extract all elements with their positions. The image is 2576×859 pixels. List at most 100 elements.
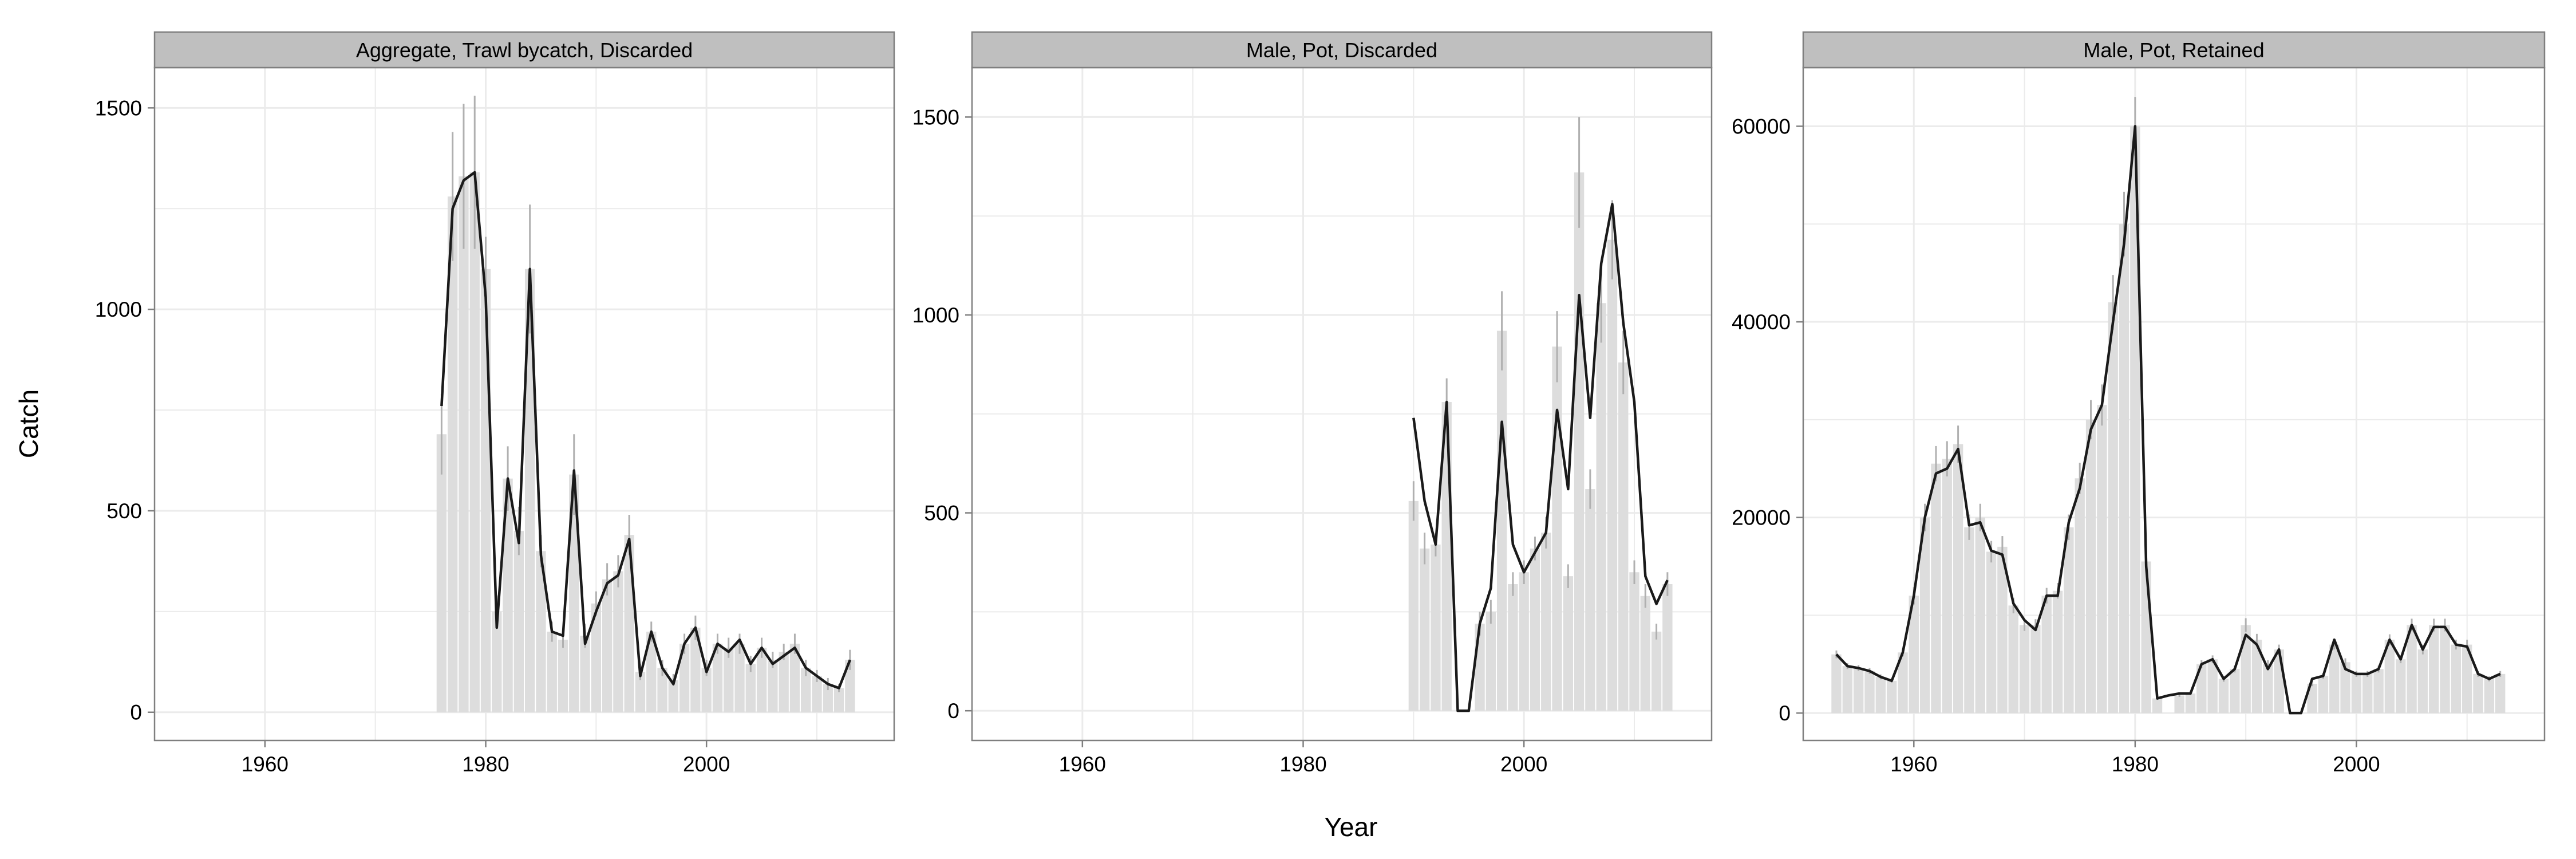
observed-bar xyxy=(2019,625,2030,714)
observed-bar xyxy=(845,660,855,712)
observed-bar xyxy=(602,579,613,712)
facet-strip-title: Aggregate, Trawl bycatch, Discarded xyxy=(356,38,693,62)
observed-bar xyxy=(2041,596,2052,714)
observed-bar xyxy=(459,176,469,712)
observed-bar xyxy=(536,551,546,712)
observed-bar xyxy=(701,668,712,712)
observed-bar xyxy=(2307,683,2317,714)
observed-bar xyxy=(2451,644,2462,714)
observed-bar xyxy=(1596,303,1606,711)
observed-bar xyxy=(1997,546,2008,714)
y-tick-label: 500 xyxy=(924,502,959,525)
y-axis-title: Catch xyxy=(14,389,44,458)
observed-bar xyxy=(2263,664,2273,714)
observed-bar xyxy=(2318,676,2329,714)
observed-bar xyxy=(1618,362,1629,711)
predicted-line xyxy=(1835,125,2501,715)
observed-bar xyxy=(1640,596,1650,711)
observed-bar xyxy=(1541,533,1551,711)
observed-bar xyxy=(1853,668,1864,714)
facet-strip xyxy=(971,31,1713,69)
observed-bar xyxy=(2207,659,2218,714)
observed-bar xyxy=(1496,330,1507,711)
observed-bar xyxy=(1931,463,1941,714)
observed-bar xyxy=(2373,669,2384,714)
observed-bar xyxy=(492,611,502,712)
y-tick-label: 20000 xyxy=(1732,506,1791,530)
observed-bar xyxy=(1552,346,1562,711)
observed-bar xyxy=(1651,631,1662,711)
observed-bar xyxy=(833,688,844,712)
observed-bar xyxy=(2351,673,2362,714)
observed-bar xyxy=(613,571,623,712)
observed-bar xyxy=(745,664,756,712)
observed-bar xyxy=(569,474,579,712)
observed-bar xyxy=(2218,679,2229,714)
observed-bar xyxy=(2064,527,2074,714)
facet-panel-3: Male, Pot, Retained 0 20000 40000 60000 1960 1… xyxy=(1732,31,2546,776)
y-tick-label: 0 xyxy=(1779,702,1791,725)
facet-panels: Aggregate, Trawl bycatch, Discarded 0 500 1… xyxy=(95,31,2546,776)
x-tick-label: 2000 xyxy=(1500,752,1547,776)
observed-bar xyxy=(1942,459,1952,714)
observed-bar xyxy=(547,632,557,712)
observed-bar xyxy=(734,644,745,712)
observed-bar xyxy=(1986,551,1997,714)
x-tick-label: 1960 xyxy=(1890,752,1937,776)
observed-bar xyxy=(2119,224,2129,714)
observed-bar xyxy=(2407,625,2417,714)
observed-bar xyxy=(2241,625,2251,714)
predicted-line xyxy=(1412,203,1669,712)
observed-bar xyxy=(801,668,811,712)
observed-bar xyxy=(1607,239,1618,711)
observed-bar xyxy=(2396,659,2406,714)
observed-bar xyxy=(624,535,634,712)
y-tick-label: 1500 xyxy=(95,96,142,120)
observed-bar xyxy=(2030,625,2041,714)
observed-bar xyxy=(1964,527,1974,714)
x-tick-label: 1960 xyxy=(242,752,289,776)
observed-bar xyxy=(2473,673,2483,714)
observed-bar xyxy=(2440,625,2450,714)
observed-bar xyxy=(1519,572,1529,711)
x-tick-label: 1980 xyxy=(462,752,509,776)
observed-bar xyxy=(1919,517,1930,714)
facet-strip-title: Male, Pot, Discarded xyxy=(1246,38,1437,62)
y-tick-label: 500 xyxy=(106,499,142,523)
observed-bar xyxy=(580,636,590,712)
observed-bar xyxy=(2230,669,2240,714)
observed-bar xyxy=(1431,544,1441,711)
x-tick-label: 1960 xyxy=(1059,752,1106,776)
y-tick-label: 60000 xyxy=(1732,115,1791,138)
observed-bar xyxy=(2196,664,2207,714)
observed-bar xyxy=(1475,624,1485,711)
facet-strip-title: Male, Pot, Retained xyxy=(2083,38,2264,62)
observed-bar xyxy=(679,644,690,712)
observed-bar xyxy=(2085,419,2096,714)
observed-bar xyxy=(2462,644,2472,714)
facet-panel-2: Male, Pot, Discarded 0 500 1000 1500 1960 1980… xyxy=(912,31,1713,776)
observed-bar xyxy=(2108,302,2118,714)
observed-bar xyxy=(2340,662,2350,714)
observed-bar xyxy=(657,668,667,712)
observed-bar xyxy=(436,434,447,712)
observed-bar xyxy=(1629,572,1639,711)
observed-bar xyxy=(635,672,646,712)
observed-bar xyxy=(1831,654,1842,714)
observed-bar xyxy=(524,269,535,712)
observed-bar xyxy=(1508,584,1518,711)
observed-bar xyxy=(1662,584,1673,711)
observed-bar xyxy=(2008,605,2018,714)
observed-bar xyxy=(447,196,458,712)
observed-bar xyxy=(2495,673,2506,714)
observed-bar xyxy=(668,680,679,712)
observed-bar xyxy=(1953,444,1963,714)
observed-bar xyxy=(2141,561,2151,714)
observed-bar xyxy=(1585,489,1595,711)
observed-bar xyxy=(1408,501,1419,711)
observed-bar xyxy=(779,652,789,712)
facet-strip xyxy=(153,31,895,69)
x-tick-label: 2000 xyxy=(2333,752,2380,776)
observed-bar xyxy=(768,660,778,712)
